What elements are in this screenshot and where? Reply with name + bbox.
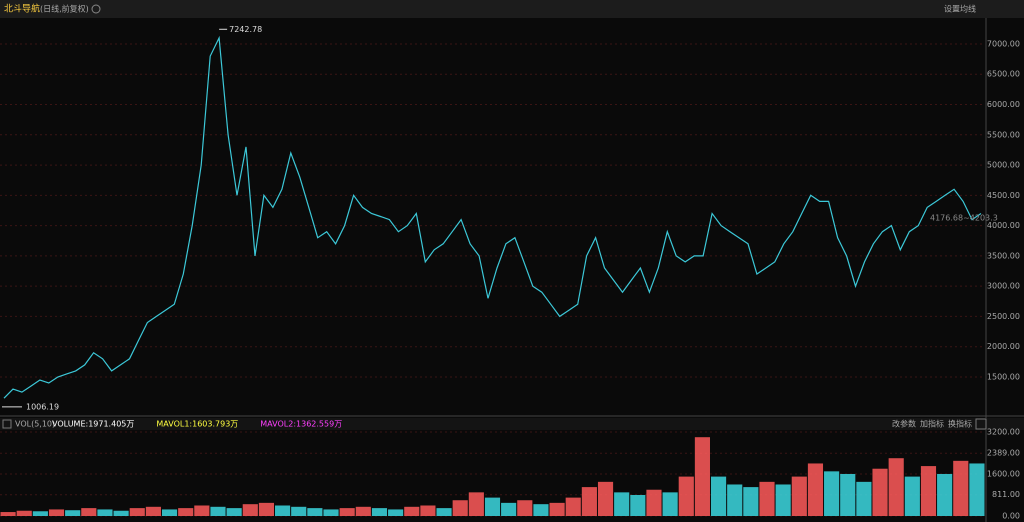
price-line [3,35,982,399]
y-tick-label: 3000.00 [987,282,1020,291]
y-tick-label: 4000.00 [987,221,1020,230]
y-tick-label: 6000.00 [987,100,1020,109]
y-tick-label: 5500.00 [987,130,1020,139]
volume-bar [275,505,291,516]
volume-bar [436,508,452,516]
volume-bar [759,481,775,516]
volume-bar [969,463,985,516]
y-tick-label: 2500.00 [987,312,1020,321]
indicator-name: VOL(5,10) [15,420,55,429]
volume-bar [565,497,581,516]
high-label: 7242.78 [229,25,262,34]
volume-bar [662,492,678,516]
volume-bar [161,509,178,516]
volume-bar [113,510,129,516]
period: (日线,前复权) [40,4,89,14]
settings-icon[interactable] [91,4,101,14]
volume-bar [791,476,807,516]
volume-bar [694,437,710,516]
y-tick-label: 811.00 [992,490,1020,499]
volume-bar [517,500,533,516]
low-label: 1006.19 [26,402,59,411]
volume-bar [65,510,81,516]
volume-bar [323,509,339,516]
volume-bar [581,487,597,516]
volume-bar [824,471,840,516]
volume-bar [178,508,194,516]
range-label: 4176.68~4203.3 [930,214,998,223]
volume-bar [549,502,565,516]
volume-bar [807,463,824,516]
volume-bar [16,510,32,516]
volume-bar [727,484,743,516]
legend-entry: MAVOL1:1603.793万 [156,420,238,429]
indicator-button[interactable]: 加指标 [920,419,944,429]
indicator-button[interactable]: 改参数 [892,419,916,429]
volume-bar [678,476,694,516]
toolbar [0,0,1024,18]
y-tick-label: 2000.00 [987,342,1020,351]
volume-bar [129,508,145,516]
y-tick-label: 0.00 [1002,512,1020,521]
volume-bar [145,506,161,516]
volume-bar [32,511,48,516]
close-icon[interactable] [975,418,987,430]
volume-bar [597,481,614,516]
volume-bar [291,506,307,516]
volume-bar [194,505,210,516]
volume-bar [646,489,662,516]
volume-bar [937,473,953,516]
ma-settings[interactable]: 设置均线 [944,4,976,14]
volume-bar [630,494,646,516]
volume-bar [775,484,791,516]
y-tick-label: 6500.00 [987,70,1020,79]
legend-entry: MAVOL2:1362.559万 [260,420,342,429]
volume-bar [0,512,16,516]
volume-bar [210,506,226,516]
volume-bar [97,509,113,516]
y-tick-label: 4500.00 [987,191,1020,200]
volume-bar [484,497,501,516]
volume-bar [404,506,420,516]
volume-bar [840,473,856,516]
volume-bar [872,468,888,516]
y-tick-label: 3500.00 [987,251,1020,260]
volume-bar [710,476,727,516]
volume-bar [226,508,242,516]
legend-entry: VOLUME:1971.405万 [52,420,134,429]
volume-bar [371,508,388,516]
volume-bar [242,504,258,516]
volume-bar [420,505,436,516]
volume-bar [388,509,404,516]
volume-bar [307,508,323,516]
volume-bar [339,508,355,516]
volume-bar [48,509,65,516]
volume-bar [920,466,937,516]
volume-bar [258,502,275,516]
volume-bar [856,481,872,516]
volume-bar [533,504,549,516]
y-tick-label: 1600.00 [987,469,1020,478]
volume-bar [468,492,484,516]
indicator-button[interactable]: 换指标 [948,419,972,429]
volume-bar [743,487,759,516]
y-tick-label: 1500.00 [987,372,1020,381]
y-tick-label: 5000.00 [987,161,1020,170]
indicator-bar [0,418,1024,430]
volume-bar [355,506,371,516]
volume-bar [904,476,920,516]
stock-name: 北斗导航 [4,3,40,15]
volume-bar [953,460,969,516]
volume-bar [888,458,904,516]
y-tick-label: 3200.00 [987,427,1020,436]
y-tick-label: 2389.00 [987,449,1020,458]
help-icon[interactable] [2,419,12,429]
volume-bar [614,492,630,516]
volume-bar [501,502,517,516]
y-tick-label: 7000.00 [987,39,1020,48]
volume-bar [452,500,468,516]
volume-bar [81,508,97,516]
